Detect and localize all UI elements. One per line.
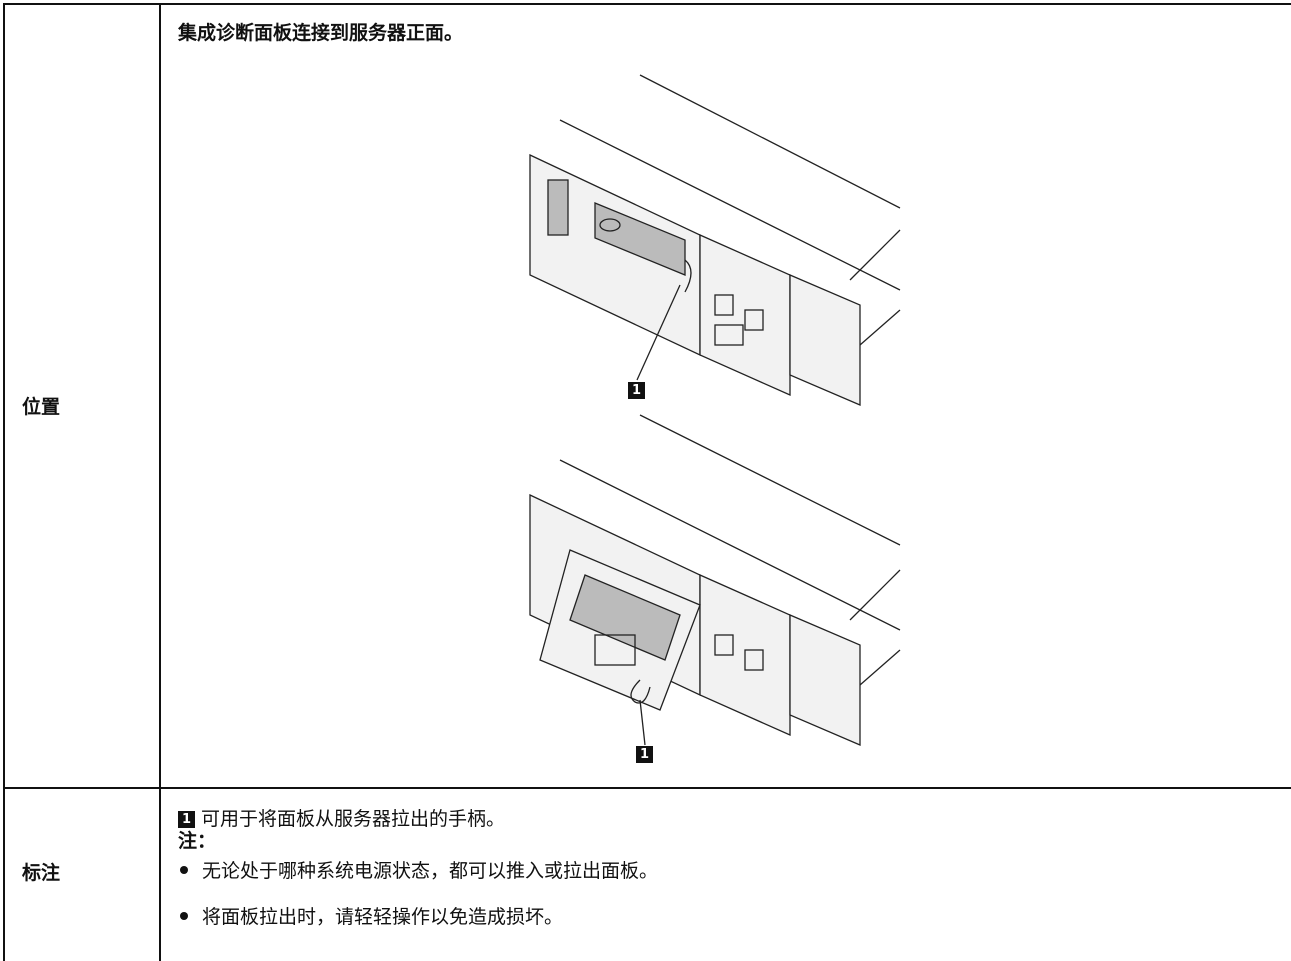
callout-number: 1	[178, 811, 195, 828]
note-item: 无论处于哪种系统电源状态，都可以推入或拉出面板。	[178, 848, 658, 894]
callout-number: 1	[636, 746, 653, 763]
column-divider	[159, 3, 161, 961]
note-label: 注：	[178, 830, 217, 852]
row-text: 集成诊断面板连接到服务器正面。	[178, 22, 464, 44]
table-border	[3, 3, 5, 961]
server-illustration	[529, 74, 901, 746]
note-item: 将面板拉出时，请轻轻操作以免造成损坏。	[178, 894, 658, 940]
callout: 1	[628, 379, 651, 401]
callout-description: 可用于将面板从服务器拉出的手柄。	[201, 808, 506, 830]
callout: 1	[636, 743, 659, 765]
illustration	[529, 74, 901, 746]
row-label: 位置	[22, 396, 61, 418]
callout-number: 1	[628, 382, 645, 399]
table-border	[3, 3, 1291, 5]
row-divider	[3, 787, 1291, 789]
callout-text: 1 可用于将面板从服务器拉出的手柄。	[178, 804, 505, 831]
note-list: 无论处于哪种系统电源状态，都可以推入或拉出面板。 将面板拉出时，请轻轻操作以免造…	[178, 848, 658, 940]
row-label: 标注	[22, 862, 61, 884]
